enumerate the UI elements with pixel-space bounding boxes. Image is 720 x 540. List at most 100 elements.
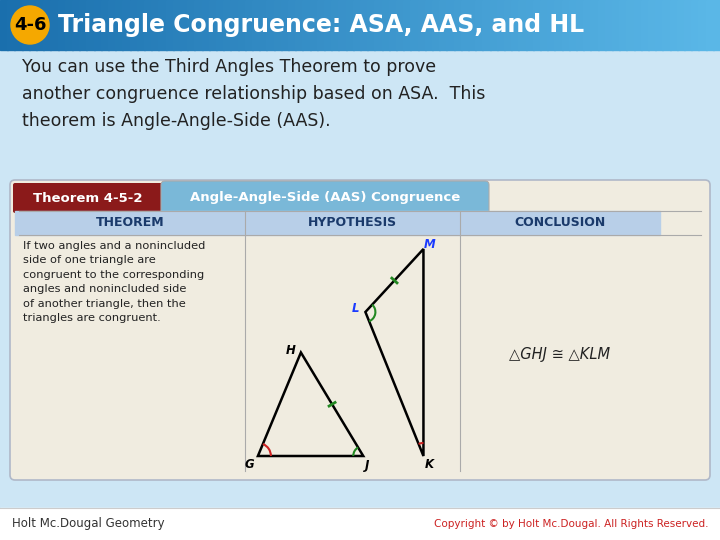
- Bar: [245, 0, 253, 50]
- Bar: [43, 0, 51, 50]
- Bar: [504, 33, 521, 50]
- Bar: [702, 15, 719, 32]
- Bar: [630, 0, 647, 14]
- Bar: [0, 508, 720, 540]
- Bar: [288, 15, 305, 32]
- Bar: [655, 0, 663, 50]
- Bar: [274, 0, 282, 50]
- Bar: [281, 0, 289, 50]
- Bar: [270, 0, 287, 14]
- Bar: [612, 33, 629, 50]
- Bar: [450, 0, 467, 14]
- Text: If two angles and a nonincluded
side of one triangle are
congruent to the corres: If two angles and a nonincluded side of …: [23, 241, 205, 323]
- Bar: [569, 0, 577, 50]
- Bar: [58, 0, 66, 50]
- Bar: [576, 15, 593, 32]
- Bar: [414, 15, 431, 32]
- FancyBboxPatch shape: [13, 183, 162, 213]
- Bar: [252, 0, 269, 14]
- Bar: [54, 33, 71, 50]
- Bar: [360, 0, 377, 14]
- Bar: [504, 0, 512, 50]
- Bar: [562, 0, 570, 50]
- Bar: [209, 0, 217, 50]
- Bar: [65, 0, 73, 50]
- Bar: [166, 0, 174, 50]
- Bar: [482, 0, 490, 50]
- Bar: [18, 15, 35, 32]
- Bar: [36, 0, 53, 14]
- Circle shape: [11, 6, 49, 44]
- Bar: [14, 0, 22, 50]
- Bar: [36, 0, 44, 50]
- Bar: [554, 0, 562, 50]
- Bar: [0, 0, 17, 14]
- Bar: [295, 0, 303, 50]
- Bar: [576, 0, 584, 50]
- Bar: [252, 0, 260, 50]
- Bar: [7, 0, 15, 50]
- Bar: [90, 15, 107, 32]
- Bar: [396, 33, 413, 50]
- Bar: [216, 33, 233, 50]
- Bar: [396, 15, 413, 32]
- Bar: [342, 15, 359, 32]
- Bar: [702, 33, 719, 50]
- Bar: [288, 0, 296, 50]
- Bar: [310, 0, 318, 50]
- Bar: [583, 0, 591, 50]
- Bar: [288, 0, 305, 14]
- Bar: [486, 0, 503, 14]
- Bar: [432, 0, 440, 50]
- Bar: [180, 0, 197, 14]
- Bar: [630, 15, 647, 32]
- Bar: [151, 0, 159, 50]
- Bar: [216, 0, 224, 50]
- Bar: [230, 0, 238, 50]
- Text: G: G: [244, 458, 253, 471]
- Bar: [252, 15, 269, 32]
- Text: THEOREM: THEOREM: [96, 217, 164, 230]
- Bar: [594, 33, 611, 50]
- Bar: [216, 15, 233, 32]
- Bar: [108, 15, 125, 32]
- Bar: [288, 33, 305, 50]
- Text: You can use the Third Angles Theorem to prove
another congruence relationship ba: You can use the Third Angles Theorem to …: [22, 58, 485, 130]
- Bar: [450, 15, 467, 32]
- Bar: [50, 0, 58, 50]
- Bar: [18, 33, 35, 50]
- Bar: [324, 0, 341, 14]
- Bar: [378, 0, 395, 14]
- Bar: [454, 0, 462, 50]
- Bar: [234, 33, 251, 50]
- Bar: [540, 15, 557, 32]
- Bar: [518, 0, 526, 50]
- Bar: [331, 0, 339, 50]
- Bar: [108, 0, 125, 14]
- Bar: [216, 0, 233, 14]
- Bar: [36, 33, 53, 50]
- FancyBboxPatch shape: [10, 180, 710, 480]
- Bar: [558, 33, 575, 50]
- Bar: [317, 0, 325, 50]
- Bar: [173, 0, 181, 50]
- Bar: [144, 0, 161, 14]
- Bar: [522, 33, 539, 50]
- Bar: [187, 0, 195, 50]
- Text: Holt Mc.Dougal Geometry: Holt Mc.Dougal Geometry: [12, 517, 165, 530]
- Bar: [324, 0, 332, 50]
- Bar: [367, 0, 375, 50]
- Text: HYPOTHESIS: HYPOTHESIS: [308, 217, 397, 230]
- Bar: [22, 0, 30, 50]
- Bar: [540, 33, 557, 50]
- Bar: [162, 0, 179, 14]
- Bar: [706, 0, 714, 50]
- Bar: [360, 15, 377, 32]
- Bar: [522, 0, 539, 14]
- Bar: [126, 15, 143, 32]
- Bar: [670, 0, 678, 50]
- Bar: [684, 15, 701, 32]
- Bar: [252, 33, 269, 50]
- Bar: [234, 15, 251, 32]
- Bar: [702, 0, 719, 14]
